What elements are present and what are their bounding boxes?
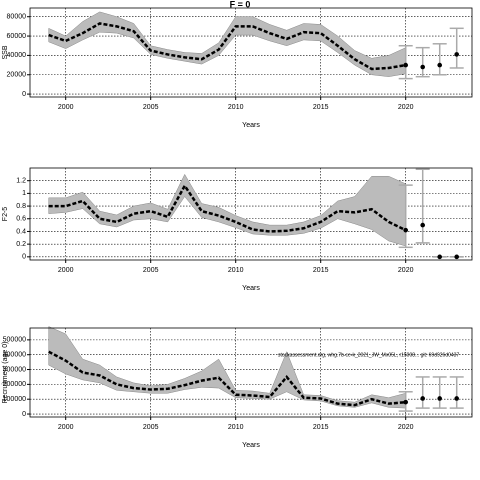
forecast-point <box>420 222 426 228</box>
estimate-line <box>48 350 406 407</box>
y-tick-label: 1 <box>22 190 26 197</box>
y-tick-label: 0.6 <box>16 216 26 223</box>
x-tick-label: 2020 <box>398 267 414 274</box>
annotation: stockassessment.org, whg.7b-ce-k_2021_JW… <box>278 352 459 358</box>
x-tick-label: 2010 <box>228 424 244 431</box>
plot-frame <box>29 167 473 261</box>
x-tick-label: 2000 <box>58 267 74 274</box>
forecast-point <box>420 64 426 70</box>
y-tick-label: 100000 <box>3 396 26 403</box>
y-tick-label: 40000 <box>7 52 27 59</box>
y-tick-label: 300000 <box>3 366 26 373</box>
forecast-point <box>454 396 460 401</box>
forecast-point <box>437 396 443 401</box>
x-tick-label: 2020 <box>398 424 414 431</box>
forecast-point <box>454 52 460 57</box>
x-axis-label: Years <box>242 285 260 292</box>
y-tick-label: 0 <box>22 254 26 261</box>
y-axis-label: SSB <box>2 45 9 59</box>
y-axis-label: F2-5 <box>2 207 9 222</box>
y-axis-label: Recruitment (age 0) <box>2 342 9 404</box>
y-tick-label: 0.2 <box>16 241 26 248</box>
x-tick-label: 2005 <box>143 424 159 431</box>
confidence-band <box>48 326 406 409</box>
x-axis-label: Years <box>242 442 260 449</box>
x-tick-label: 2010 <box>228 267 244 274</box>
y-tick-label: 1.2 <box>16 178 26 185</box>
x-axis-label: Years <box>242 122 260 129</box>
y-tick-label: 60000 <box>7 33 27 40</box>
plot-frame <box>29 327 473 418</box>
y-tick-label: 0.8 <box>16 203 26 210</box>
chart-title: F = 0 <box>230 0 251 9</box>
plot-frame <box>29 7 473 98</box>
x-tick-label: 2015 <box>313 104 329 111</box>
x-tick-label: 2015 <box>313 424 329 431</box>
y-tick-label: 400000 <box>3 352 26 359</box>
x-tick-label: 2010 <box>228 104 244 111</box>
x-tick-label: 2015 <box>313 267 329 274</box>
forecast-point <box>454 254 460 260</box>
y-tick-label: 200000 <box>3 381 26 388</box>
forecast-point <box>403 399 409 405</box>
estimate-line <box>48 183 407 233</box>
y-tick-label: 80000 <box>7 14 27 21</box>
confidence-band <box>48 173 406 247</box>
x-tick-label: 2000 <box>58 424 74 431</box>
y-tick-label: 0.4 <box>16 228 26 235</box>
forecast-point <box>437 254 443 260</box>
x-tick-label: 2005 <box>143 104 159 111</box>
confidence-band <box>48 11 406 77</box>
x-tick-label: 2020 <box>398 104 414 111</box>
x-tick-label: 2000 <box>58 104 74 111</box>
forecast-point <box>403 62 409 68</box>
x-tick-label: 2005 <box>143 267 159 274</box>
forecast-point <box>437 62 443 68</box>
forecast-point <box>420 396 426 401</box>
y-tick-label: 20000 <box>7 72 27 79</box>
estimate-line <box>48 22 406 71</box>
y-tick-label: 0 <box>22 411 26 418</box>
y-tick-label: 0 <box>22 91 26 98</box>
forecast-point <box>403 227 409 233</box>
y-tick-label: 500000 <box>3 337 26 344</box>
